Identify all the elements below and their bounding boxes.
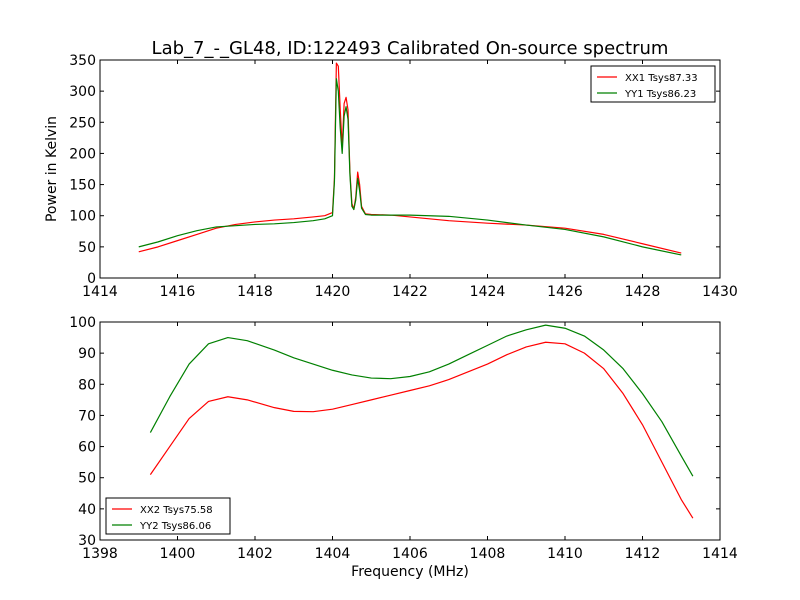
y-tick-label-1-0: 30: [78, 533, 96, 549]
series-line-1-1: [149, 324, 694, 477]
x-tick-label-0-8: 1430: [702, 284, 738, 300]
legend-label-1-1: YY2 Tsys86.06: [139, 521, 211, 532]
x-tick-label-0-0: 1414: [82, 284, 118, 300]
series-line-0-0: [138, 62, 682, 254]
y-tick-label-1-6: 90: [78, 346, 96, 362]
y-tick-label-1-5: 80: [78, 377, 96, 393]
y-tick-label-1-7: 100: [69, 315, 96, 331]
y-tick-label-0-4: 200: [69, 146, 96, 162]
series-line-1-0: [149, 341, 694, 519]
x-axis-label-1: Frequency (MHz): [351, 564, 469, 580]
x-tick-label-1-0: 1398: [82, 546, 118, 562]
y-tick-label-0-1: 50: [78, 240, 96, 256]
x-tick-label-0-1: 1416: [160, 284, 196, 300]
x-tick-label-0-3: 1420: [315, 284, 351, 300]
y-tick-label-0-2: 100: [69, 209, 96, 225]
top-spectrum-panel: 1414 1416 1418 1420 1422 1424 1426 1428 1430 0 50 1…: [44, 53, 738, 300]
legend-0: XX1 Tsys87.33 YY1 Tsys86.23: [590, 65, 716, 103]
x-tick-label-1-7: 1412: [625, 546, 661, 562]
figure-title: Lab_7_-_GL48, ID:122493 Calibrated On-so…: [152, 38, 669, 59]
x-tick-label-0-7: 1428: [625, 284, 661, 300]
x-tick-label-1-1: 1400: [160, 546, 196, 562]
y-tick-label-1-1: 40: [78, 502, 96, 518]
legend-1: XX2 Tsys75.58 YY2 Tsys86.06: [105, 497, 231, 535]
legend-label-1-0: XX2 Tsys75.58: [140, 505, 213, 516]
legend-box-1: [105, 497, 231, 535]
y-tick-label-1-2: 50: [78, 471, 96, 487]
y-tick-label-0-6: 300: [69, 84, 96, 100]
x-tick-label-1-6: 1410: [547, 546, 583, 562]
x-tick-label-0-5: 1424: [470, 284, 506, 300]
x-tick-label-1-2: 1402: [237, 546, 273, 562]
y-tick-label-0-7: 350: [69, 53, 96, 69]
x-tick-label-1-5: 1408: [470, 546, 506, 562]
series-line-0-1: [138, 78, 682, 256]
y-tick-label-0-3: 150: [69, 178, 96, 194]
y-tick-label-0-0: 0: [87, 271, 96, 287]
bottom-spectrum-panel: 1398 1400 1402 1404 1406 1408 1410 1412 1414 30 40…: [69, 315, 738, 580]
x-tick-label-1-8: 1414: [702, 546, 738, 562]
y-tick-label-0-5: 250: [69, 115, 96, 131]
y-tick-label-1-3: 60: [78, 440, 96, 456]
x-tick-label-0-6: 1426: [547, 284, 583, 300]
legend-box-0: [590, 65, 716, 103]
x-tick-label-1-4: 1406: [392, 546, 428, 562]
legend-label-0-0: XX1 Tsys87.33: [625, 73, 698, 84]
x-tick-label-0-2: 1418: [237, 284, 273, 300]
legend-label-0-1: YY1 Tsys86.23: [624, 89, 696, 100]
x-tick-label-1-3: 1404: [315, 546, 351, 562]
y-tick-label-1-4: 70: [78, 408, 96, 424]
x-tick-label-0-4: 1422: [392, 284, 428, 300]
y-axis-label-0: Power in Kelvin: [44, 116, 60, 222]
